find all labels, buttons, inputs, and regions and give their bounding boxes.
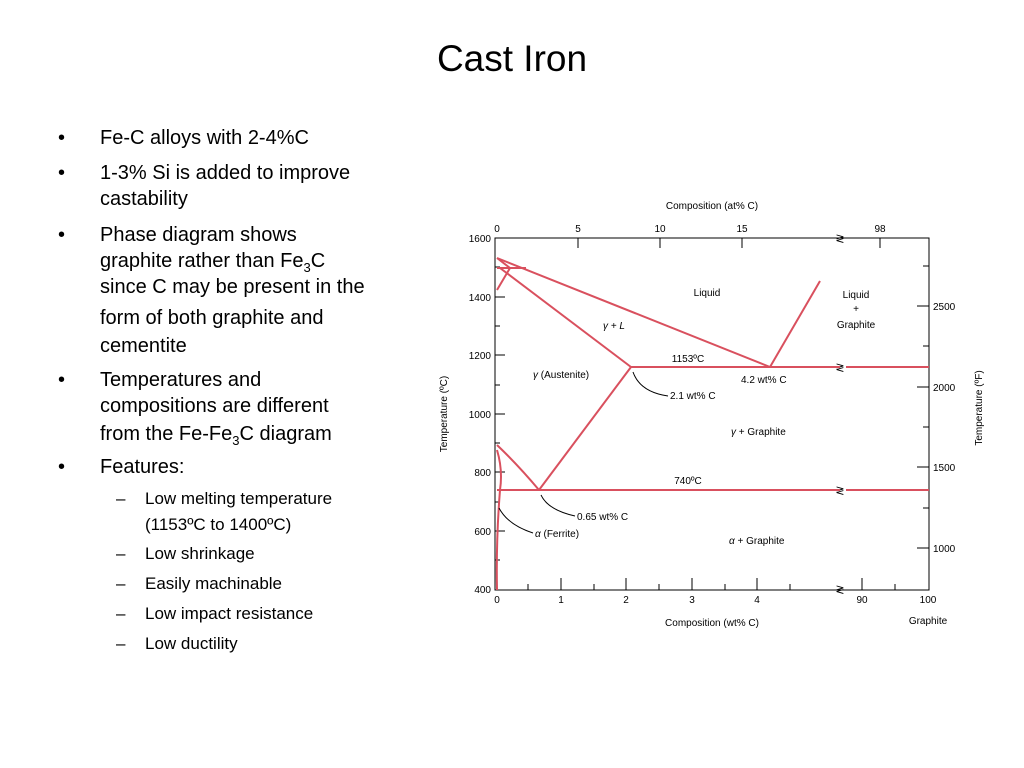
region-liquid: Liquid — [694, 288, 721, 299]
bullet-list: • Fe-C alloys with 2-4%C • 1-3% Si is adde… — [58, 127, 365, 653]
bottom-tick-label: 1 — [558, 595, 564, 606]
top-tick-label: 98 — [874, 224, 886, 235]
axis-breaks: ≷ ≷ ≷ ≷ — [835, 233, 844, 596]
left-tick-label: 600 — [474, 527, 491, 538]
pointer-ferrite — [498, 507, 534, 534]
label-065wt: 0.65 wt% C — [577, 512, 628, 523]
label-740: 740ºC — [674, 476, 702, 487]
bottom-tick-label: 90 — [856, 595, 868, 606]
label-1153: 1153ºC — [672, 354, 704, 365]
left-axis-title: Temperature (ºC) — [439, 376, 450, 452]
right-tick-label: 1000 — [933, 544, 956, 555]
left-tick-label: 400 — [474, 585, 491, 596]
left-tick-label: 1400 — [469, 293, 492, 304]
top-tick-label: 5 — [575, 224, 581, 235]
region-austenite: γ (Austenite) — [533, 370, 589, 381]
region-liquid-graphite-2: + — [853, 304, 859, 315]
bottom-tick-label: 100 — [920, 595, 937, 606]
top-tick-label: 0 — [494, 224, 500, 235]
right-axis-title: Temperature (ºF) — [974, 370, 985, 445]
top-tick-label: 15 — [736, 224, 748, 235]
slide-title: Cast Iron — [436, 38, 588, 79]
top-axis-title: Composition (at% C) — [666, 201, 758, 212]
a3-line — [496, 444, 540, 491]
bottom-tick-label: 2 — [623, 595, 629, 606]
liquidus-left — [496, 257, 771, 368]
bottom-tick-label: 0 — [494, 595, 500, 606]
bottom-tick-label: 4 — [754, 595, 760, 606]
diagram-labels: Liquid Liquid + Graphite γ + L 1153ºC γ … — [533, 288, 876, 547]
ferrite-solvus — [495, 449, 502, 591]
left-ticks — [495, 266, 505, 561]
label-42wt: 4.2 wt% C — [741, 375, 787, 386]
top-tick-label: 10 — [654, 224, 666, 235]
bottom-tick-label: 3 — [689, 595, 695, 606]
region-alpha-graphite: α + Graphite — [729, 536, 785, 547]
pointer-065wt — [540, 494, 576, 517]
bottom-ticks — [527, 578, 896, 590]
graphite-axis-label: Graphite — [909, 616, 948, 627]
pointer-lines — [498, 371, 669, 534]
left-tick-label: 1600 — [469, 234, 492, 245]
right-tick-label: 2500 — [933, 302, 956, 313]
left-tick-label: 1200 — [469, 351, 492, 362]
solidus — [499, 267, 632, 368]
left-tick-label: 800 — [474, 468, 491, 479]
left-tick-label: 1000 — [469, 410, 492, 421]
top-ticks — [577, 238, 881, 248]
right-ticks — [917, 265, 929, 549]
region-liquid-graphite-3: Graphite — [837, 320, 876, 331]
right-tick-label: 1500 — [933, 463, 956, 474]
phase-boundaries — [495, 257, 929, 591]
bottom-axis-title: Composition (wt% C) — [665, 618, 759, 629]
label-21wt: 2.1 wt% C — [670, 391, 716, 402]
gamma-solvus — [538, 366, 632, 491]
region-ferrite: α (Ferrite) — [535, 529, 579, 540]
liquidus-right — [769, 280, 821, 368]
pointer-21wt — [632, 371, 669, 397]
region-gamma-graphite: γ + Graphite — [731, 427, 786, 438]
region-gamma-liquid: γ + L — [603, 321, 625, 332]
right-tick-label: 2000 — [933, 383, 956, 394]
break-symbol: ≷ — [835, 233, 844, 245]
break-symbol: ≷ — [835, 584, 844, 596]
region-liquid-graphite-1: Liquid — [843, 290, 870, 301]
